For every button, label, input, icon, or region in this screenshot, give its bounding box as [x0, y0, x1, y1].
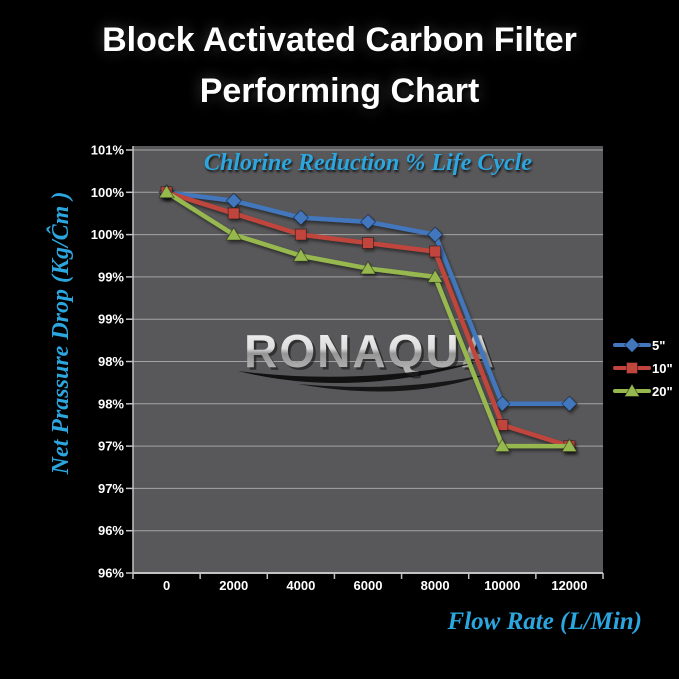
watermark-swoosh: [238, 362, 478, 384]
data-marker-20in: [493, 438, 511, 453]
y-tick-label: 98%: [98, 354, 124, 369]
x-tick-label: 6000: [354, 578, 383, 593]
y-tick-label: 100%: [91, 185, 125, 200]
legend-item-5in: 5": [613, 336, 665, 354]
data-marker-10in: [227, 207, 240, 220]
legend: 5" 10" 20": [613, 336, 673, 399]
page-title-line1: Block Activated Carbon Filter: [102, 21, 577, 59]
data-marker-5in: [426, 226, 444, 243]
page-title-line2: Performing Chart: [199, 72, 480, 110]
data-marker-20in: [561, 438, 578, 453]
data-marker-5in: [292, 209, 310, 226]
legend-marker: [623, 336, 641, 354]
legend-label: 20": [652, 384, 673, 399]
y-tick-label: 99%: [98, 269, 124, 284]
y-tick-label: 96%: [98, 566, 124, 581]
x-tick-label: 4000: [286, 578, 315, 593]
page-title: Block Activated Carbon Filter Performing…: [0, 15, 679, 117]
data-marker-5in: [359, 213, 377, 231]
chart-subtitle: Chlorine Reduction % Life Cycle: [204, 150, 532, 176]
data-marker-20in: [158, 184, 175, 199]
legend-item-10in: 10": [613, 361, 673, 376]
data-marker-20in: [292, 247, 310, 262]
data-marker-10in: [496, 418, 509, 431]
data-marker-5in: [494, 395, 511, 413]
axes: [126, 146, 604, 579]
x-tick-label: 8000: [421, 578, 450, 593]
legend-marker: [626, 362, 638, 374]
y-tick-label: 100%: [91, 227, 125, 242]
x-tick-labels: 0 2000 4000 6000 8000 10000 12000: [163, 578, 588, 593]
y-tick-label: 97%: [98, 481, 124, 496]
y-tick-label: 96%: [98, 523, 124, 538]
legend-marker: [623, 383, 641, 397]
y-tick-labels: 101% 100% 100% 99% 99% 98% 98% 97% 97% 96% 96%: [91, 143, 125, 581]
data-marker-20in: [225, 226, 243, 241]
x-tick-label: 10000: [484, 578, 520, 593]
legend-item-20in: 20": [613, 383, 673, 399]
y-axis-title: Net Prassure Drop (Kg/Ĉm ): [48, 191, 74, 475]
data-marker-5in: [561, 395, 578, 413]
y-tick-label: 98%: [98, 396, 124, 411]
x-tick-label: 12000: [551, 578, 587, 593]
x-tick-label: 2000: [219, 578, 248, 593]
y-tick-label: 97%: [98, 439, 124, 454]
x-tick-label: 0: [163, 578, 170, 593]
legend-label: 10": [652, 361, 673, 376]
legend-label: 5": [652, 338, 665, 353]
data-marker-10in: [362, 237, 374, 250]
series-20in: [158, 184, 578, 453]
watermark-shadow: RONAQUA: [247, 328, 499, 380]
y-tick-label: 101%: [91, 143, 125, 158]
data-marker-20in: [359, 260, 377, 275]
data-marker-20in: [426, 268, 444, 283]
x-axis-title: Flow Rate (L/Min): [447, 608, 642, 635]
data-marker-10in: [294, 228, 307, 241]
watermark-swoosh: [298, 374, 488, 392]
data-marker-10in: [429, 245, 442, 258]
y-tick-label: 99%: [98, 312, 124, 327]
